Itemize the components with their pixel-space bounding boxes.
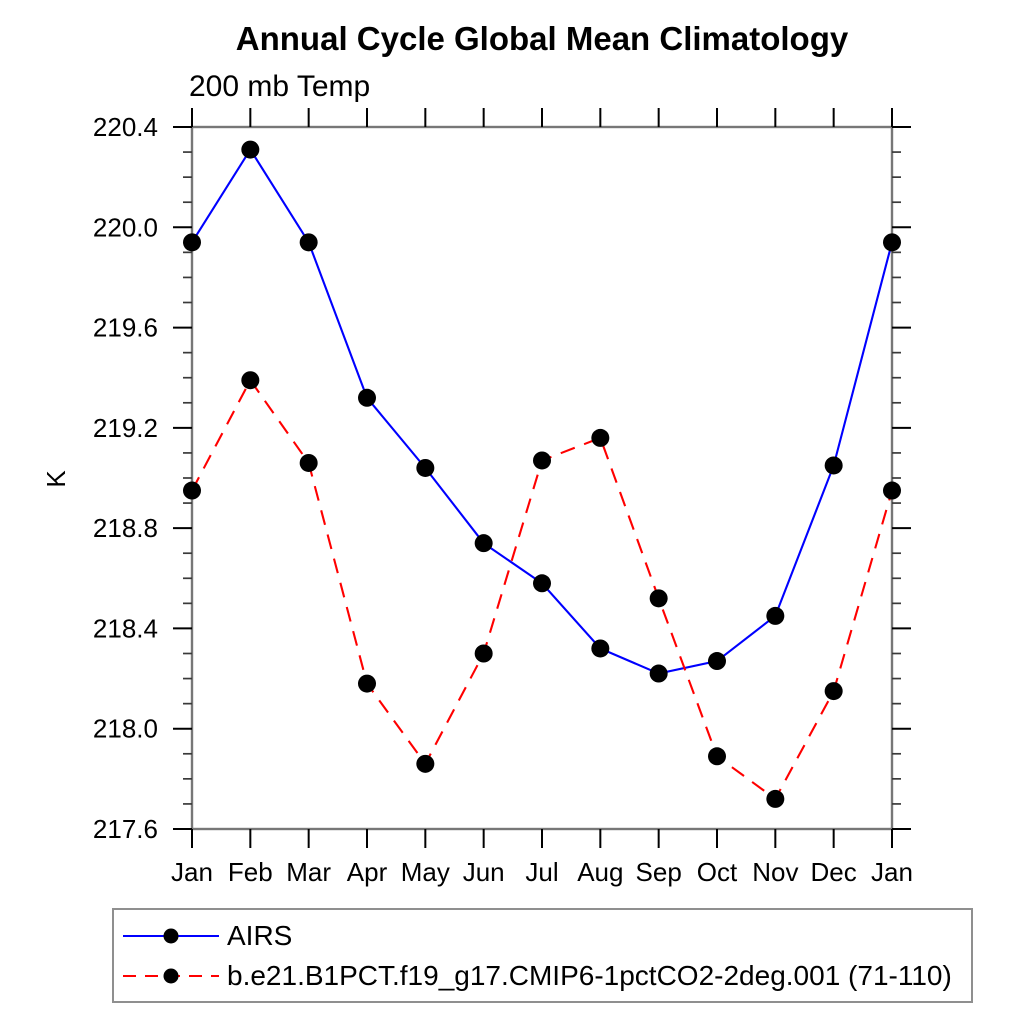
y-tick-label: 220.4 — [93, 112, 158, 142]
y-axis: 217.6 218.0 218.4 218.8 219.2 219.6 220.0 220.4 — [93, 112, 911, 844]
legend-label-airs: AIRS — [227, 919, 293, 951]
data-point — [474, 534, 493, 553]
legend-line-solid-icon — [123, 928, 219, 943]
y-tick-label: 218.8 — [93, 513, 158, 543]
data-point — [766, 606, 785, 625]
x-tick-label: Aug — [577, 857, 623, 887]
data-point — [824, 456, 843, 475]
x-tick-label: Nov — [752, 857, 798, 887]
x-tick-label: Jul — [525, 857, 558, 887]
legend-line-dashed-icon — [123, 968, 219, 983]
data-point — [183, 481, 201, 500]
data-point — [416, 754, 435, 773]
x-tick-label: Jun — [463, 857, 505, 887]
data-point — [708, 747, 726, 766]
data-point — [649, 664, 668, 683]
legend-label-model: b.e21.B1PCT.f19_g17.CMIP6-1pctCO2-2deg.0… — [227, 959, 952, 991]
data-point — [299, 233, 318, 252]
data-point — [591, 639, 610, 658]
x-axis: Jan Feb Mar Apr May Jun Jul Aug Sep Oct Nov Dec Jan — [171, 108, 913, 887]
markers-airs — [183, 140, 901, 683]
data-point — [533, 451, 551, 470]
markers-model — [183, 371, 901, 808]
data-point — [766, 789, 785, 808]
data-point — [824, 682, 843, 701]
data-point — [883, 481, 901, 500]
data-point — [533, 574, 551, 593]
y-tick-label: 218.0 — [93, 714, 158, 744]
x-tick-label: Jan — [171, 857, 213, 887]
x-tick-label: Oct — [697, 857, 738, 887]
series-airs — [191, 147, 894, 675]
data-point — [474, 644, 493, 663]
legend: AIRS b.e21.B1PCT.f19_g17.CMIP6-1pctCO2-2… — [112, 908, 973, 1003]
y-tick-label: 220.0 — [93, 212, 158, 242]
x-tick-label: Sep — [636, 857, 682, 887]
legend-item-model: b.e21.B1PCT.f19_g17.CMIP6-1pctCO2-2deg.0… — [119, 956, 971, 996]
data-point — [883, 233, 901, 252]
x-tick-label: Mar — [286, 857, 331, 887]
data-point — [708, 652, 726, 671]
x-tick-label: Feb — [228, 857, 273, 887]
x-tick-label: Apr — [347, 857, 388, 887]
y-tick-label: 218.4 — [93, 613, 158, 643]
x-tick-label: May — [401, 857, 450, 887]
x-tick-label: Jan — [871, 857, 913, 887]
data-point — [241, 140, 260, 159]
y-tick-label: 219.2 — [93, 413, 158, 443]
legend-item-airs: AIRS — [119, 916, 971, 956]
data-point — [241, 371, 260, 390]
data-point — [358, 388, 376, 407]
y-tick-label: 217.6 — [93, 814, 158, 844]
chart-title: Annual Cycle Global Mean Climatology — [235, 20, 849, 57]
x-tick-label: Dec — [811, 857, 857, 887]
y-tick-label: 219.6 — [93, 313, 158, 343]
data-point — [416, 458, 435, 477]
axes — [190, 125, 894, 831]
data-point — [649, 589, 668, 608]
data-point — [358, 674, 376, 693]
data-point — [299, 453, 318, 472]
data-point — [183, 233, 201, 252]
chart-subtitle: 200 mb Temp — [189, 70, 371, 103]
data-point — [591, 428, 610, 447]
